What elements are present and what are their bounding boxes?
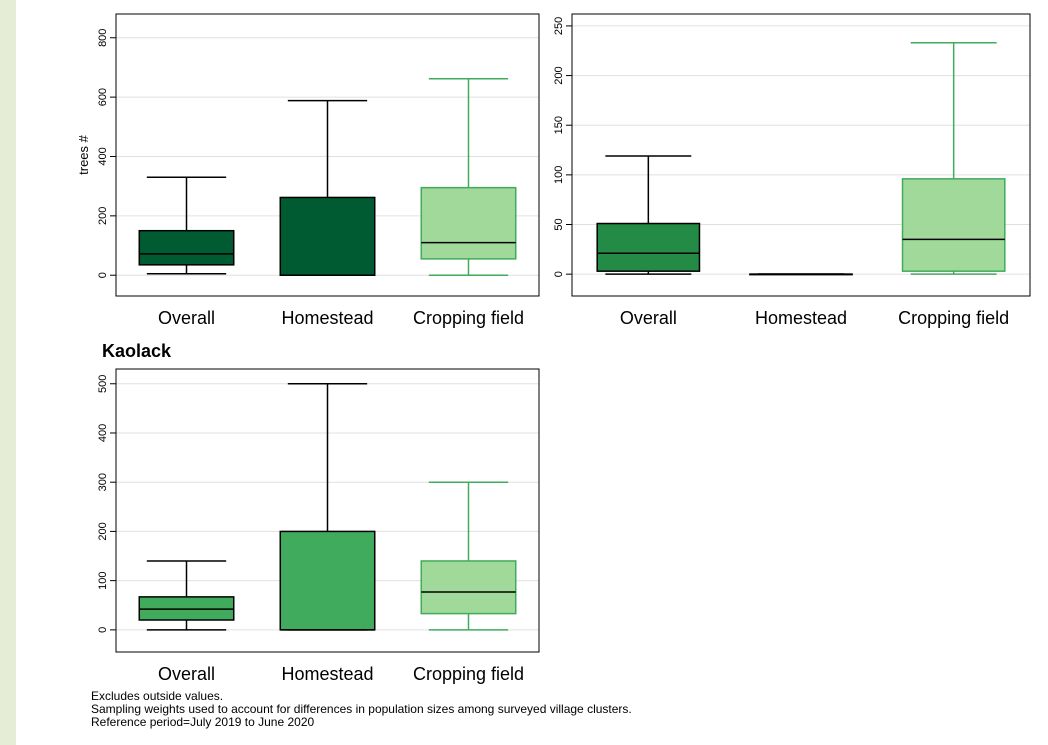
category-label: Overall [620, 308, 677, 328]
box-0 [138, 176, 235, 275]
y-axis-label: trees # [76, 134, 91, 175]
category-label: Cropping field [413, 664, 524, 684]
box-rect [279, 530, 376, 631]
box-0 [138, 560, 235, 631]
category-label: Cropping field [413, 308, 524, 328]
box-2 [420, 77, 517, 276]
y-tick-label: 200 [97, 522, 109, 540]
category-label: Homestead [755, 308, 847, 328]
box-rect [901, 178, 1006, 272]
category-label: Homestead [281, 664, 373, 684]
figure-notes: Excludes outside values. Sampling weight… [91, 690, 632, 729]
note-sampling-weights: Sampling weights used to account for dif… [91, 702, 632, 716]
y-tick-label: 400 [97, 147, 109, 165]
category-label: Homestead [281, 308, 373, 328]
plot-frame [115, 368, 540, 653]
y-tick-label: 200 [97, 207, 109, 225]
box-2 [420, 481, 517, 631]
category-label: Cropping field [898, 308, 1009, 328]
box-rect [420, 186, 517, 260]
box-rect [420, 560, 517, 615]
y-tick-label: 0 [97, 627, 109, 633]
chart-panel-1: 0 200 400 600 800 trees # Overall Homestead Crop… [76, 13, 540, 328]
category-label: Overall [158, 664, 215, 684]
y-tick-label: 800 [97, 29, 109, 47]
note-reference-period: Reference period=July 2019 to June 2020 [91, 715, 315, 729]
y-tick-label: 200 [553, 66, 565, 84]
box-plot-figure: 0 200 400 600 800 trees # Overall Homestead Crop… [76, 13, 1031, 684]
y-tick-label: 400 [97, 424, 109, 442]
plot-frame [115, 13, 540, 297]
chart-panel-2: 0 50 100 150 200 250 Overall Homestead Cropping … [553, 13, 1031, 328]
box-0 [596, 155, 701, 275]
plot-frame [571, 13, 1031, 297]
note-outside-values: Excludes outside values. [91, 689, 224, 703]
y-tick-label: 250 [553, 17, 565, 35]
box-1 [749, 273, 853, 276]
box-1 [279, 383, 376, 631]
y-tick-label: 100 [553, 166, 565, 184]
box-rect [279, 196, 376, 276]
y-tick-label: 0 [97, 272, 109, 278]
panel-title: Kaolack [102, 341, 172, 361]
y-tick-label: 150 [553, 116, 565, 134]
y-tick-label: 600 [97, 88, 109, 106]
figure-canvas: 0 200 400 600 800 trees # Overall Homestead Crop… [16, 0, 1048, 745]
y-tick-label: 300 [97, 473, 109, 491]
y-tick-label: 500 [97, 375, 109, 393]
y-tick-label: 50 [553, 218, 565, 230]
box-2 [901, 42, 1006, 275]
box-rect [138, 229, 235, 266]
chart-panel-3: 0 100 200 300 400 500 Kaolack Overall Homestead C… [97, 341, 540, 684]
category-label: Overall [158, 308, 215, 328]
box-rect [596, 222, 701, 272]
y-tick-label: 100 [97, 571, 109, 589]
box-1 [279, 99, 376, 276]
y-tick-label: 0 [553, 271, 565, 277]
